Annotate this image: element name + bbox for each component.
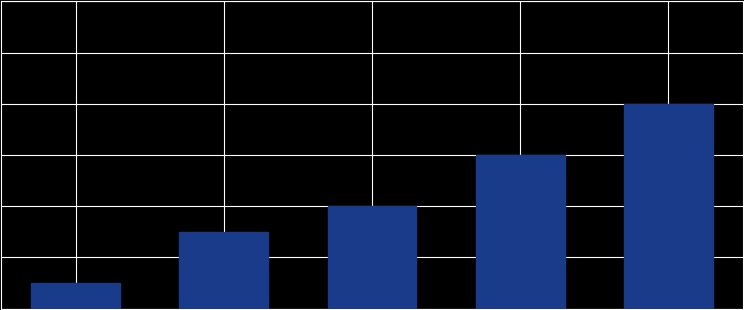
Bar — [624, 104, 713, 309]
Bar — [179, 232, 269, 309]
Bar — [31, 283, 120, 309]
Bar — [327, 206, 417, 309]
Bar — [475, 155, 565, 309]
